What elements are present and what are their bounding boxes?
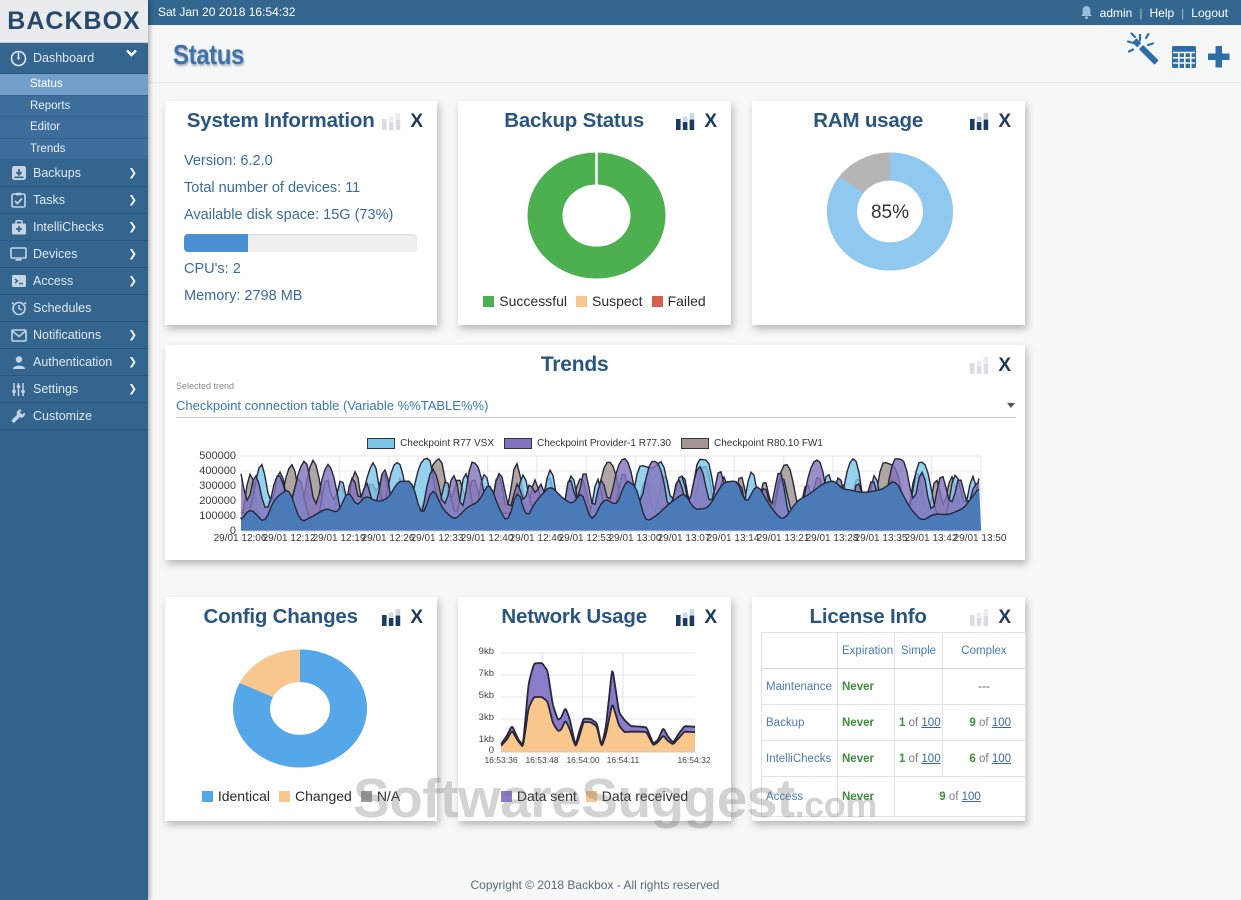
svg-text:85%: 85% xyxy=(871,202,909,223)
